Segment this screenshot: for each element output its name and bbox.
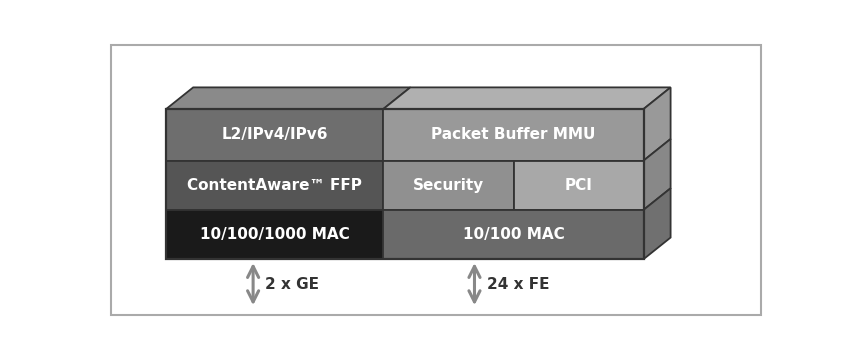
Text: 10/100 MAC: 10/100 MAC <box>463 227 564 242</box>
Text: Security: Security <box>413 178 484 193</box>
Bar <box>384 161 513 210</box>
Bar <box>384 109 643 161</box>
Bar <box>166 109 643 259</box>
Polygon shape <box>166 87 410 109</box>
Bar <box>166 109 384 161</box>
Bar <box>384 210 643 259</box>
Bar <box>166 161 384 210</box>
Polygon shape <box>384 87 671 109</box>
Bar <box>166 210 384 259</box>
Text: 24 x FE: 24 x FE <box>487 277 549 292</box>
Text: 2 x GE: 2 x GE <box>266 277 319 292</box>
Polygon shape <box>643 139 671 210</box>
Polygon shape <box>643 87 671 161</box>
Text: PCI: PCI <box>565 178 592 193</box>
Text: 10/100/1000 MAC: 10/100/1000 MAC <box>200 227 350 242</box>
Text: L2/IPv4/IPv6: L2/IPv4/IPv6 <box>221 127 328 142</box>
Text: ContentAware™ FFP: ContentAware™ FFP <box>187 178 363 193</box>
Bar <box>513 161 643 210</box>
Polygon shape <box>643 188 671 259</box>
Text: Packet Buffer MMU: Packet Buffer MMU <box>431 127 596 142</box>
